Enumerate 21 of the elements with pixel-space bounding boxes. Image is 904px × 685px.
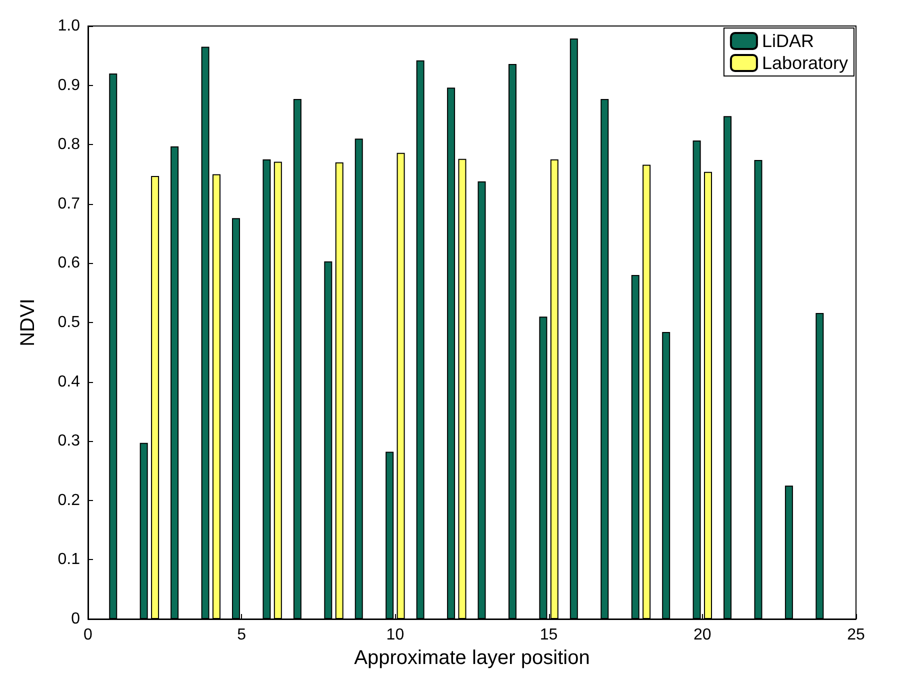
x-tick-label: 20: [694, 626, 712, 644]
y-tick-label: 0.1: [58, 551, 80, 568]
legend-label: LiDAR: [762, 31, 814, 51]
y-tick-label: 0.3: [58, 432, 80, 450]
x-tick-label: 10: [386, 626, 404, 644]
x-tick-label: 15: [540, 626, 558, 644]
y-tick-label: 0.6: [58, 254, 80, 272]
y-tick-label: 0.7: [58, 195, 80, 212]
y-axis-title: NDVI: [17, 298, 39, 346]
y-tick-label: 0.5: [58, 314, 80, 331]
x-tick-label: 25: [847, 626, 865, 644]
y-tick-label: 0.2: [58, 492, 80, 509]
y-tick-label: 0.9: [58, 76, 80, 94]
x-tick-label: 5: [237, 626, 246, 644]
y-tick-label: 0: [71, 610, 80, 628]
x-axis-title: Approximate layer position: [354, 646, 590, 669]
y-tick-label: 0.8: [58, 136, 80, 154]
x-tick-label: 0: [84, 626, 93, 644]
y-tick-label: 0.4: [58, 373, 80, 390]
y-tick-label: 1.0: [58, 18, 80, 34]
legend-label: Laboratory: [762, 53, 848, 73]
